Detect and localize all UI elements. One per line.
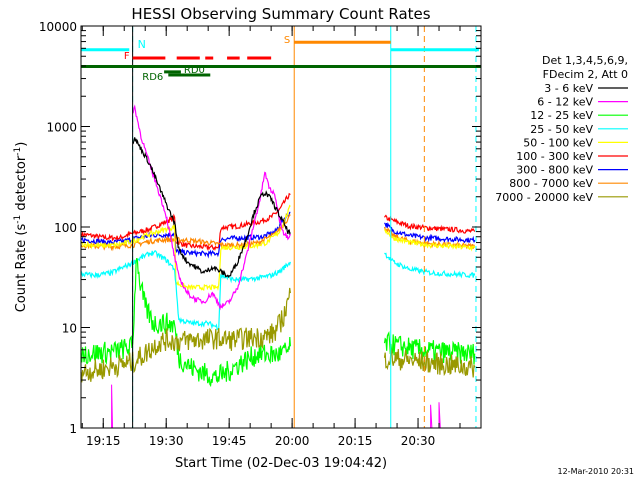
x-tick-label: 19:15 (86, 434, 121, 448)
y-axis-label: Count Rate (s-1 detector-1) (13, 142, 29, 313)
series-line (80, 250, 291, 332)
x-tick-label: 19:45 (212, 434, 247, 448)
x-tick-label: 20:30 (401, 434, 436, 448)
y-tick-label: 1000 (46, 121, 77, 135)
series-line (80, 287, 291, 383)
chart-title: HESSI Observing Summary Count Rates (131, 5, 430, 23)
legend-label: 12 - 25 keV (530, 109, 593, 122)
x-tick-label: 20:15 (338, 434, 373, 448)
y-tick-label: 10 (62, 322, 77, 336)
spike-line (430, 404, 433, 429)
data-layer (80, 104, 476, 429)
series-line (384, 252, 476, 279)
x-tick-label: 20:00 (275, 434, 310, 448)
y-axis-label-sup2: -1 (13, 147, 23, 156)
series-line (383, 228, 476, 252)
series-line (80, 213, 291, 252)
y-axis-label-end: ) (14, 142, 29, 147)
legend-label: 50 - 100 keV (523, 136, 593, 149)
status-bar-label: F (124, 51, 130, 62)
axis-layer: 1 10 100 1000 10000 19:15 19:30 19:45 20:00 20:15… (39, 20, 482, 448)
footer-date: 12-Mar-2010 20:31 (558, 467, 635, 476)
legend-label: 3 - 6 keV (544, 82, 593, 95)
series-line (383, 347, 476, 378)
legend-label: 7000 - 20000 keV (495, 191, 593, 204)
marker-layer: N S F RD0 RD6 (81, 26, 481, 428)
spike-line (111, 384, 113, 429)
legend-header-1: Det 1,3,4,5,6,9, (542, 54, 628, 67)
x-tick-label: 19:30 (149, 434, 184, 448)
legend-label: 300 - 800 keV (516, 164, 593, 177)
legend-label: 25 - 50 keV (530, 123, 593, 136)
status-bar-label: RD6 (142, 72, 163, 83)
y-axis-label-main: Count Rate (s (14, 224, 29, 313)
legend-header-2: FDecim 2, Att 0 (543, 68, 628, 81)
y-tick-label: 100 (54, 221, 77, 235)
time-marker-label: N (138, 38, 146, 51)
legend: Det 1,3,4,5,6,9, FDecim 2, Att 0 3 - 6 k… (495, 54, 628, 204)
y-tick-label: 1 (69, 422, 77, 436)
series-line (80, 192, 291, 251)
x-axis-label: Start Time (02-Dec-03 19:04:42) (175, 456, 387, 471)
series-line (80, 257, 291, 388)
legend-label: 100 - 300 keV (516, 150, 593, 163)
series-line (383, 330, 476, 365)
spike-line (438, 402, 441, 429)
legend-label: 6 - 12 keV (537, 96, 593, 109)
status-bar-label: S (284, 35, 290, 46)
series-line (384, 214, 476, 234)
y-tick-label: 10000 (39, 20, 77, 34)
status-bar-label: RD0 (184, 65, 205, 76)
y-axis-label-sup1: -1 (13, 215, 23, 224)
series-line (384, 221, 476, 244)
series-line (132, 104, 291, 311)
series-line (132, 137, 291, 278)
legend-label: 800 - 7000 keV (509, 177, 593, 190)
series-line (80, 211, 291, 259)
y-axis-label-mid: detector (14, 155, 29, 215)
series-line (80, 204, 291, 291)
